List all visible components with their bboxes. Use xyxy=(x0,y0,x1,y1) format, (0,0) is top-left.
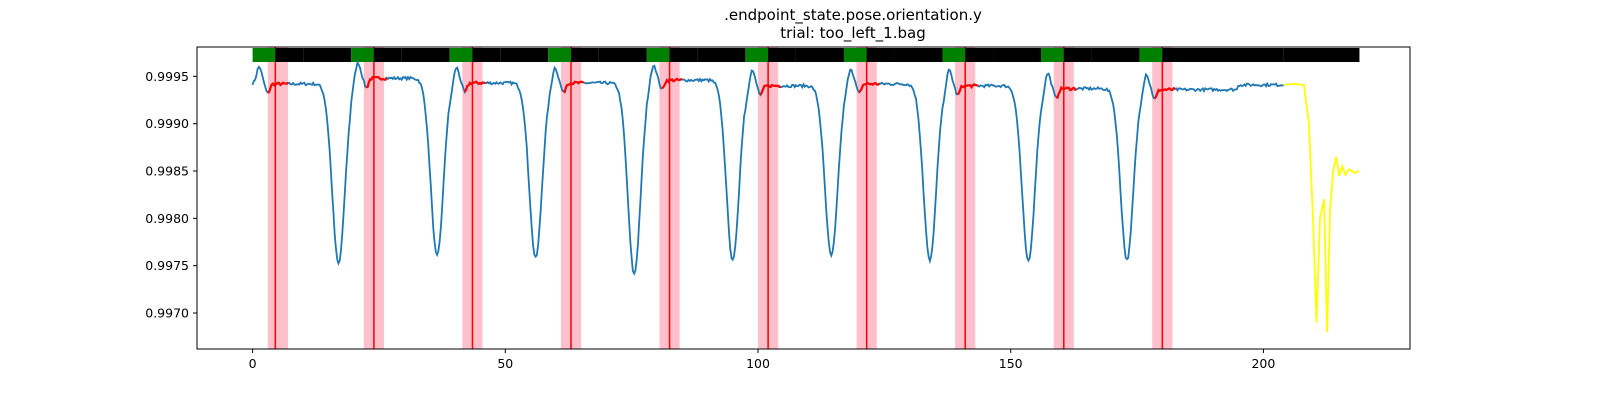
tail-line xyxy=(1283,82,1360,333)
marked-segment xyxy=(1055,85,1077,100)
phase-segment-red xyxy=(1162,48,1284,62)
marked-segment xyxy=(562,80,584,94)
x-tick-label: 200 xyxy=(1251,356,1275,371)
phase-segment-green xyxy=(942,48,966,62)
plot-area xyxy=(251,47,1360,349)
phase-segment-red xyxy=(472,48,501,62)
phase-segment-red xyxy=(1063,48,1092,62)
event-band xyxy=(267,47,288,349)
phase-segment-green xyxy=(252,48,276,62)
plot-frame xyxy=(196,46,1411,350)
marked-segment xyxy=(365,75,388,89)
marked-segment xyxy=(759,83,781,96)
marked-segment xyxy=(463,80,486,93)
phase-segment-red xyxy=(373,48,402,62)
phase-segment-black xyxy=(401,48,450,62)
phase-segment-black xyxy=(598,48,647,62)
phase-segment-green xyxy=(449,48,473,62)
phase-segment-black xyxy=(697,48,746,62)
phase-segment-green xyxy=(548,48,572,62)
x-tick-label: 0 xyxy=(249,356,257,371)
phase-segment-black xyxy=(993,48,1042,62)
x-tick-label: 100 xyxy=(746,356,770,371)
phase-segment-red xyxy=(866,48,895,62)
marked-segment xyxy=(858,81,880,93)
chart-title: .endpoint_state.pose.orientation.y xyxy=(724,6,982,24)
phase-segment-black xyxy=(795,48,844,62)
y-tick-label: 0.9990 xyxy=(145,116,189,131)
phase-segment-red xyxy=(768,48,796,62)
phase-segment-green xyxy=(843,48,867,62)
phase-segment-black xyxy=(500,48,549,62)
marked-segment xyxy=(267,81,289,94)
y-tick-label: 0.9975 xyxy=(145,258,189,273)
phase-segment-green xyxy=(745,48,769,62)
marked-segment xyxy=(661,77,683,90)
y-tick-label: 0.9970 xyxy=(145,306,189,321)
y-tick-label: 0.9980 xyxy=(145,211,189,226)
phase-segment-red xyxy=(965,48,994,62)
phase-segment-red xyxy=(275,48,304,62)
phase-segment-black xyxy=(894,48,943,62)
phase-segment-green xyxy=(1041,48,1064,62)
marked-segment xyxy=(956,83,979,96)
x-tick-label: 150 xyxy=(999,356,1023,371)
phase-segment-black xyxy=(1091,48,1140,62)
phase-segment-green xyxy=(1139,48,1163,62)
chart-subtitle: trial: too_left_1.bag xyxy=(780,24,926,42)
phase-segment-yellow xyxy=(1283,48,1360,62)
phase-segment-red xyxy=(571,48,599,62)
y-tick-label: 0.9985 xyxy=(145,164,189,179)
y-tick-label: 0.9995 xyxy=(145,69,189,84)
phase-segment-green xyxy=(351,48,374,62)
phase-segment-red xyxy=(669,48,698,62)
phase-segment-black xyxy=(303,48,352,62)
marked-segment xyxy=(1153,86,1176,100)
phase-segment-green xyxy=(646,48,670,62)
x-tick-label: 50 xyxy=(497,356,513,371)
